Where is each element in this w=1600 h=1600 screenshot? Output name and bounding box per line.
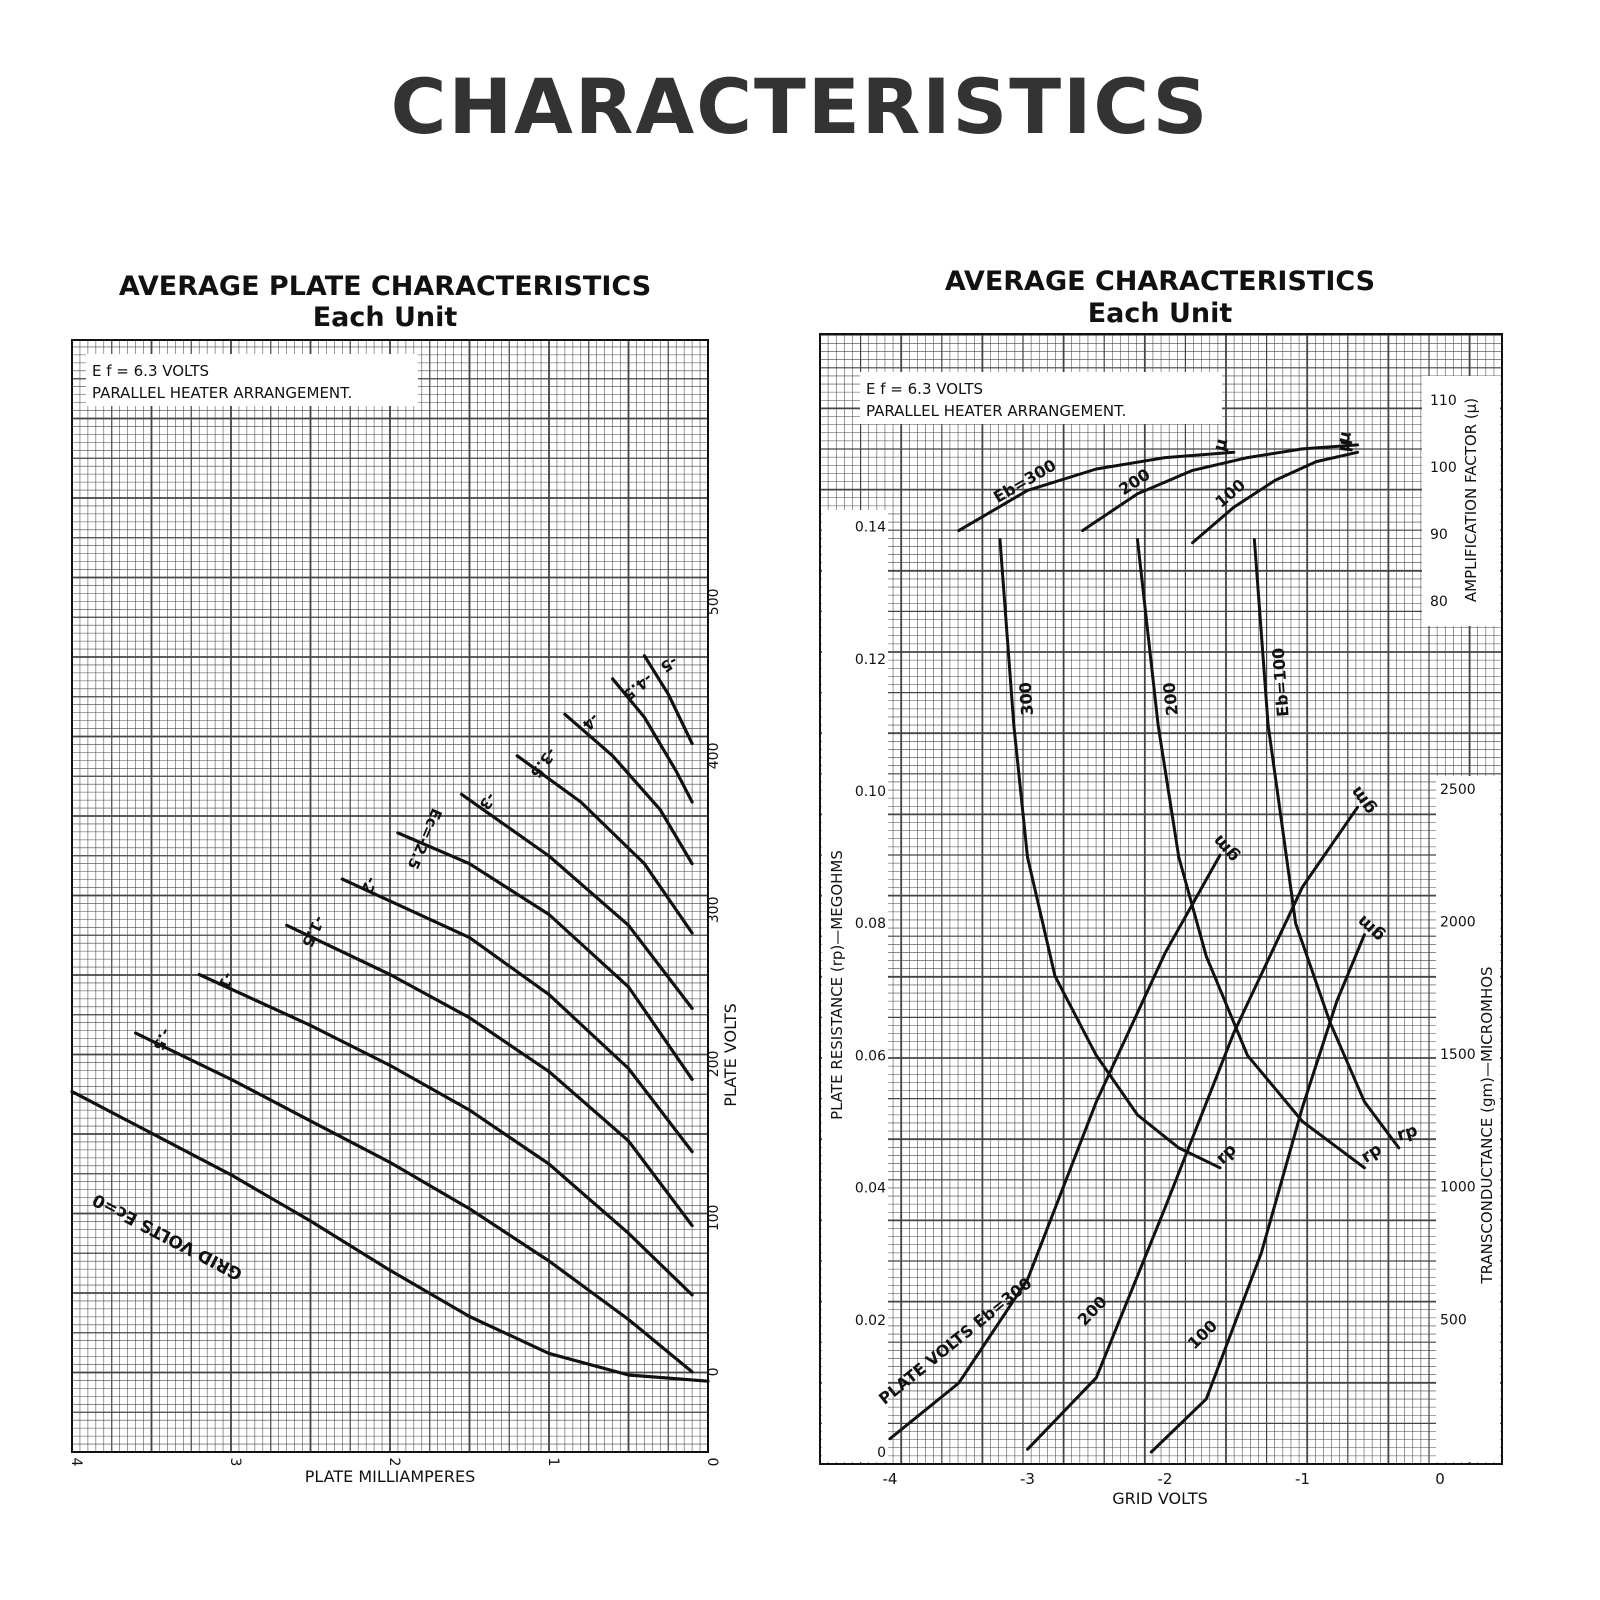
curve-end-label: μ: [1333, 429, 1356, 446]
curve-line: [1252, 538, 1401, 1150]
mu-tick-label: 80: [1430, 594, 1448, 610]
curve-label: 200: [1159, 681, 1182, 716]
curve-label: -2: [357, 874, 380, 897]
x-tick-label: 3: [227, 1458, 243, 1467]
curve-line: [1191, 450, 1359, 545]
curve-line: [70, 1090, 710, 1383]
x-axis-label: GRID VOLTS: [1112, 1489, 1208, 1508]
curve-label: -1: [214, 969, 237, 992]
curve-line: [515, 754, 694, 935]
curve-label: 200: [1074, 1292, 1111, 1329]
curve-end-label: μ: [1334, 438, 1355, 453]
x-tick-label: 0: [1435, 1470, 1445, 1488]
curve-line: [197, 972, 694, 1297]
x-axis-label: PLATE MILLIAMPERES: [305, 1467, 476, 1486]
curve-label: -3: [475, 789, 499, 813]
plot-frame: [71, 339, 709, 1453]
x-tick-label: 2: [386, 1458, 402, 1467]
mu-axis-panel: [1422, 376, 1500, 626]
y-tick-label: 0.04: [855, 1181, 886, 1197]
plot-frame: [819, 333, 1503, 1465]
note-line: E f = 6.3 VOLTS: [866, 380, 983, 398]
gm-axis-panel: [1436, 776, 1500, 1462]
chart-subtitle: Each Unit: [1088, 298, 1233, 329]
gm-tick-label: 1500: [1440, 1047, 1476, 1063]
curve-line: [396, 831, 694, 1081]
curve-label: -5: [657, 652, 681, 676]
curve-end-label: μ: [1210, 436, 1233, 453]
curve-line: [134, 1031, 694, 1374]
curve-label: Eb=100: [1269, 647, 1293, 717]
curve-end-label: rp: [1395, 1121, 1420, 1146]
curve-label: -4.5: [619, 669, 656, 704]
gm-tick-label: 2000: [1440, 914, 1476, 930]
x-tick-label: -4: [883, 1470, 898, 1488]
chart-title: AVERAGE CHARACTERISTICS: [945, 266, 1375, 297]
y-tick-label: 0.12: [855, 652, 886, 668]
y-tick-label: 0.02: [855, 1313, 886, 1329]
note-box: [86, 354, 418, 406]
curve-line: [1136, 538, 1366, 1170]
curve-label: 200: [1115, 465, 1153, 499]
curve-line: [459, 792, 694, 1010]
x-tick-label: -2: [1158, 1470, 1173, 1488]
y-tick-label: 0.10: [855, 784, 886, 800]
y-tick-label: 0.06: [855, 1048, 886, 1064]
curve-line: [998, 538, 1222, 1170]
curve-line: [563, 712, 694, 866]
gm-tick-label: 500: [1440, 1312, 1467, 1328]
mu-tick-label: 110: [1430, 393, 1457, 409]
curve-end-label: gm: [1347, 782, 1381, 818]
y-tick-label: 100: [706, 1205, 722, 1232]
curve-line: [285, 923, 694, 1228]
y-tick-label: 0.14: [855, 520, 886, 536]
chart-subtitle: Each Unit: [313, 302, 458, 333]
mu-tick-label: 90: [1430, 527, 1448, 543]
y-tick-label: 0.08: [855, 916, 886, 932]
curve-line: [888, 853, 1222, 1441]
curve-label: Eb=300: [990, 455, 1059, 506]
curve-end-label: gm: [1353, 911, 1389, 946]
x-tick-label: -3: [1020, 1470, 1035, 1488]
gm-tick-label: 2500: [1440, 782, 1476, 798]
y-tick-label: 200: [706, 1051, 722, 1078]
y-tick-label: 0: [877, 1445, 886, 1461]
y-tick-label: 300: [706, 896, 722, 923]
note-line: E f = 6.3 VOLTS: [92, 362, 209, 380]
y-tick-label: 0: [706, 1367, 722, 1376]
curve-line: [1149, 933, 1366, 1454]
note-line: PARALLEL HEATER ARRANGEMENT.: [92, 384, 352, 402]
left-axis-panel: [822, 510, 888, 1462]
y-axis-label: PLATE VOLTS: [721, 1003, 740, 1107]
curve-label: 300: [1016, 682, 1037, 717]
page-title: CHARACTERISTICS: [390, 62, 1210, 151]
note-line: PARALLEL HEATER ARRANGEMENT.: [866, 402, 1126, 420]
gm-tick-label: 1000: [1440, 1180, 1476, 1196]
curve-line: [642, 654, 694, 746]
note-box: [860, 372, 1222, 424]
left-axis-label: PLATE RESISTANCE (rp)—MEGOHMS: [828, 850, 846, 1120]
curve-end-label: gm: [1209, 830, 1244, 866]
mu-axis-label: AMPLIFICATION FACTOR (μ): [1462, 398, 1480, 602]
curve-line: [1026, 805, 1359, 1451]
x-tick-label: 1: [545, 1458, 561, 1467]
x-tick-label: -1: [1295, 1470, 1310, 1488]
curve-line: [611, 677, 694, 804]
gm-axis-label: TRANSCONDUCTANCE (gm)—MICROMHOS: [1478, 966, 1496, 1284]
curve-label: 100: [1184, 1316, 1221, 1353]
y-tick-label: 500: [706, 588, 722, 615]
x-tick-label: 0: [704, 1458, 720, 1467]
chart-title: AVERAGE PLATE CHARACTERISTICS: [119, 271, 651, 302]
mu-tick-label: 100: [1430, 460, 1457, 476]
curve-line: [1081, 443, 1359, 533]
y-tick-label: 400: [706, 742, 722, 769]
curve-line: [957, 450, 1236, 533]
x-tick-label: 4: [68, 1458, 84, 1467]
curve-end-label: rp: [1212, 1140, 1241, 1169]
curve-line: [340, 877, 694, 1154]
